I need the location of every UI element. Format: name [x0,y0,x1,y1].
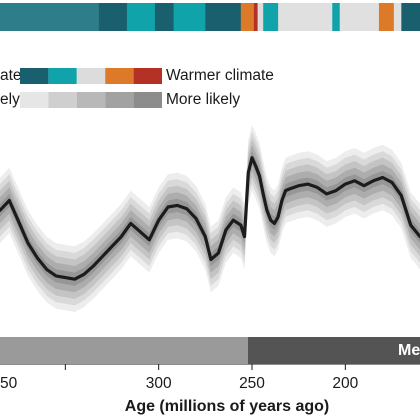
likelihood-swatch-1 [48,92,77,108]
climate-strip-segment-11 [332,3,341,31]
climate-strip-segment-8 [257,3,264,31]
era-label-mesozoic: Me [398,342,420,359]
climate-swatch-3 [105,68,134,84]
climate-strip-segment-9 [263,3,279,31]
climate-strip-segment-12 [339,3,380,31]
likelihood-swatch-2 [76,92,106,108]
climate-strip-segment-14 [393,3,402,31]
era-segment-1 [248,337,420,364]
likelihood-swatch-3 [105,92,134,108]
climate-strip-segment-1 [98,3,128,31]
climate-scale-right-label: Warmer climate [166,67,274,84]
climate-swatch-0 [20,68,49,84]
climate-strip-segment-7 [253,3,259,31]
likelihood-scale-right-label: More likely [166,91,241,108]
climate-swatch-4 [133,68,162,84]
climate-strip-segment-15 [401,3,420,31]
climate-swatch-2 [76,68,106,84]
climate-color-strip [0,3,420,31]
likelihood-swatch-0 [20,92,49,108]
climate-strip-segment-6 [240,3,255,31]
climate-strip-segment-0 [0,3,100,31]
x-tick-label: 250 [239,375,265,392]
x-axis-title: Age (millions of years ago) [124,398,330,415]
era-segment-0 [0,337,249,364]
climate-scale-left-label: ate [0,67,22,84]
climate-scale-swatches [20,68,162,84]
climate-strip-segment-13 [378,3,395,31]
climate-strip-segment-3 [154,3,175,31]
likelihood-scale-legend: ely More likely [0,90,420,110]
climate-strip-segment-2 [126,3,156,31]
geologic-era-bar [0,337,420,364]
likelihood-swatch-4 [133,92,162,108]
climate-swatch-1 [48,68,77,84]
climate-strip-segment-5 [205,3,242,31]
climate-scale-legend: ate Warmer climate [0,66,420,86]
climate-strip-segment-10 [278,3,333,31]
x-tick-label: 300 [145,375,172,392]
x-tick-label: 200 [332,375,359,392]
x-tick-label: 50 [0,375,18,392]
likelihood-scale-left-label: ely [0,91,20,108]
median-climate-line [0,156,420,281]
climate-strip-segment-4 [173,3,206,31]
likelihood-scale-swatches [20,92,162,108]
